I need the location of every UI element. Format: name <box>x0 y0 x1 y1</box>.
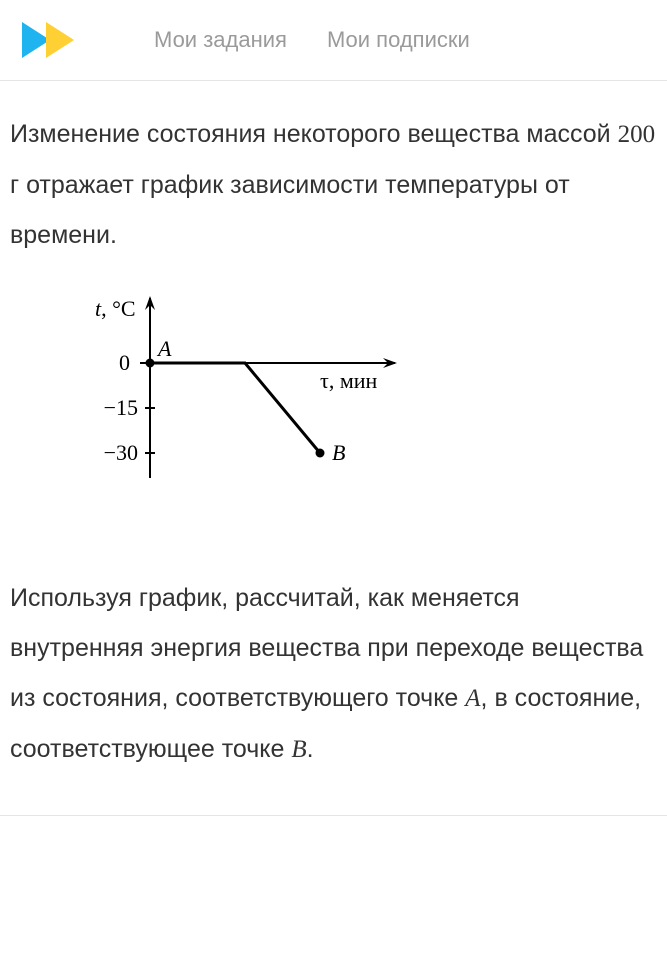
problem-text-1: Изменение состояния некоторого вещества … <box>10 109 657 260</box>
header: Мои задания Мои подписки <box>0 0 667 81</box>
mass-value: 200 <box>618 121 656 148</box>
point-a-ref: A <box>465 685 480 712</box>
problem-content: Изменение состояния некоторого вещества … <box>0 81 667 816</box>
y-tick-2: −30 <box>104 440 138 465</box>
y-tick-0: 0 <box>119 350 130 375</box>
text-part: . <box>307 735 314 763</box>
text-part: Изменение состояния некоторого вещества … <box>10 120 618 148</box>
nav-links: Мои задания Мои подписки <box>154 27 470 53</box>
bottom-bar <box>0 816 667 856</box>
nav-my-tasks[interactable]: Мои задания <box>154 27 287 53</box>
nav-my-subscriptions[interactable]: Мои подписки <box>327 27 470 53</box>
chart-point-b-label: B <box>332 440 345 465</box>
y-tick-1: −15 <box>104 395 138 420</box>
svg-text:t, °C: t, °C <box>95 296 136 321</box>
point-b-ref: B <box>291 736 306 763</box>
temperature-chart: t, °C 0 −15 −30 τ, мин A B <box>50 288 657 493</box>
problem-text-2: Используя график, рассчитай, как меняетс… <box>10 573 657 775</box>
x-axis-label: τ, мин <box>320 368 378 393</box>
text-part: г отражает график зависимости температур… <box>10 171 570 249</box>
chart-point-a-label: A <box>156 336 172 361</box>
logo[interactable] <box>20 18 84 62</box>
